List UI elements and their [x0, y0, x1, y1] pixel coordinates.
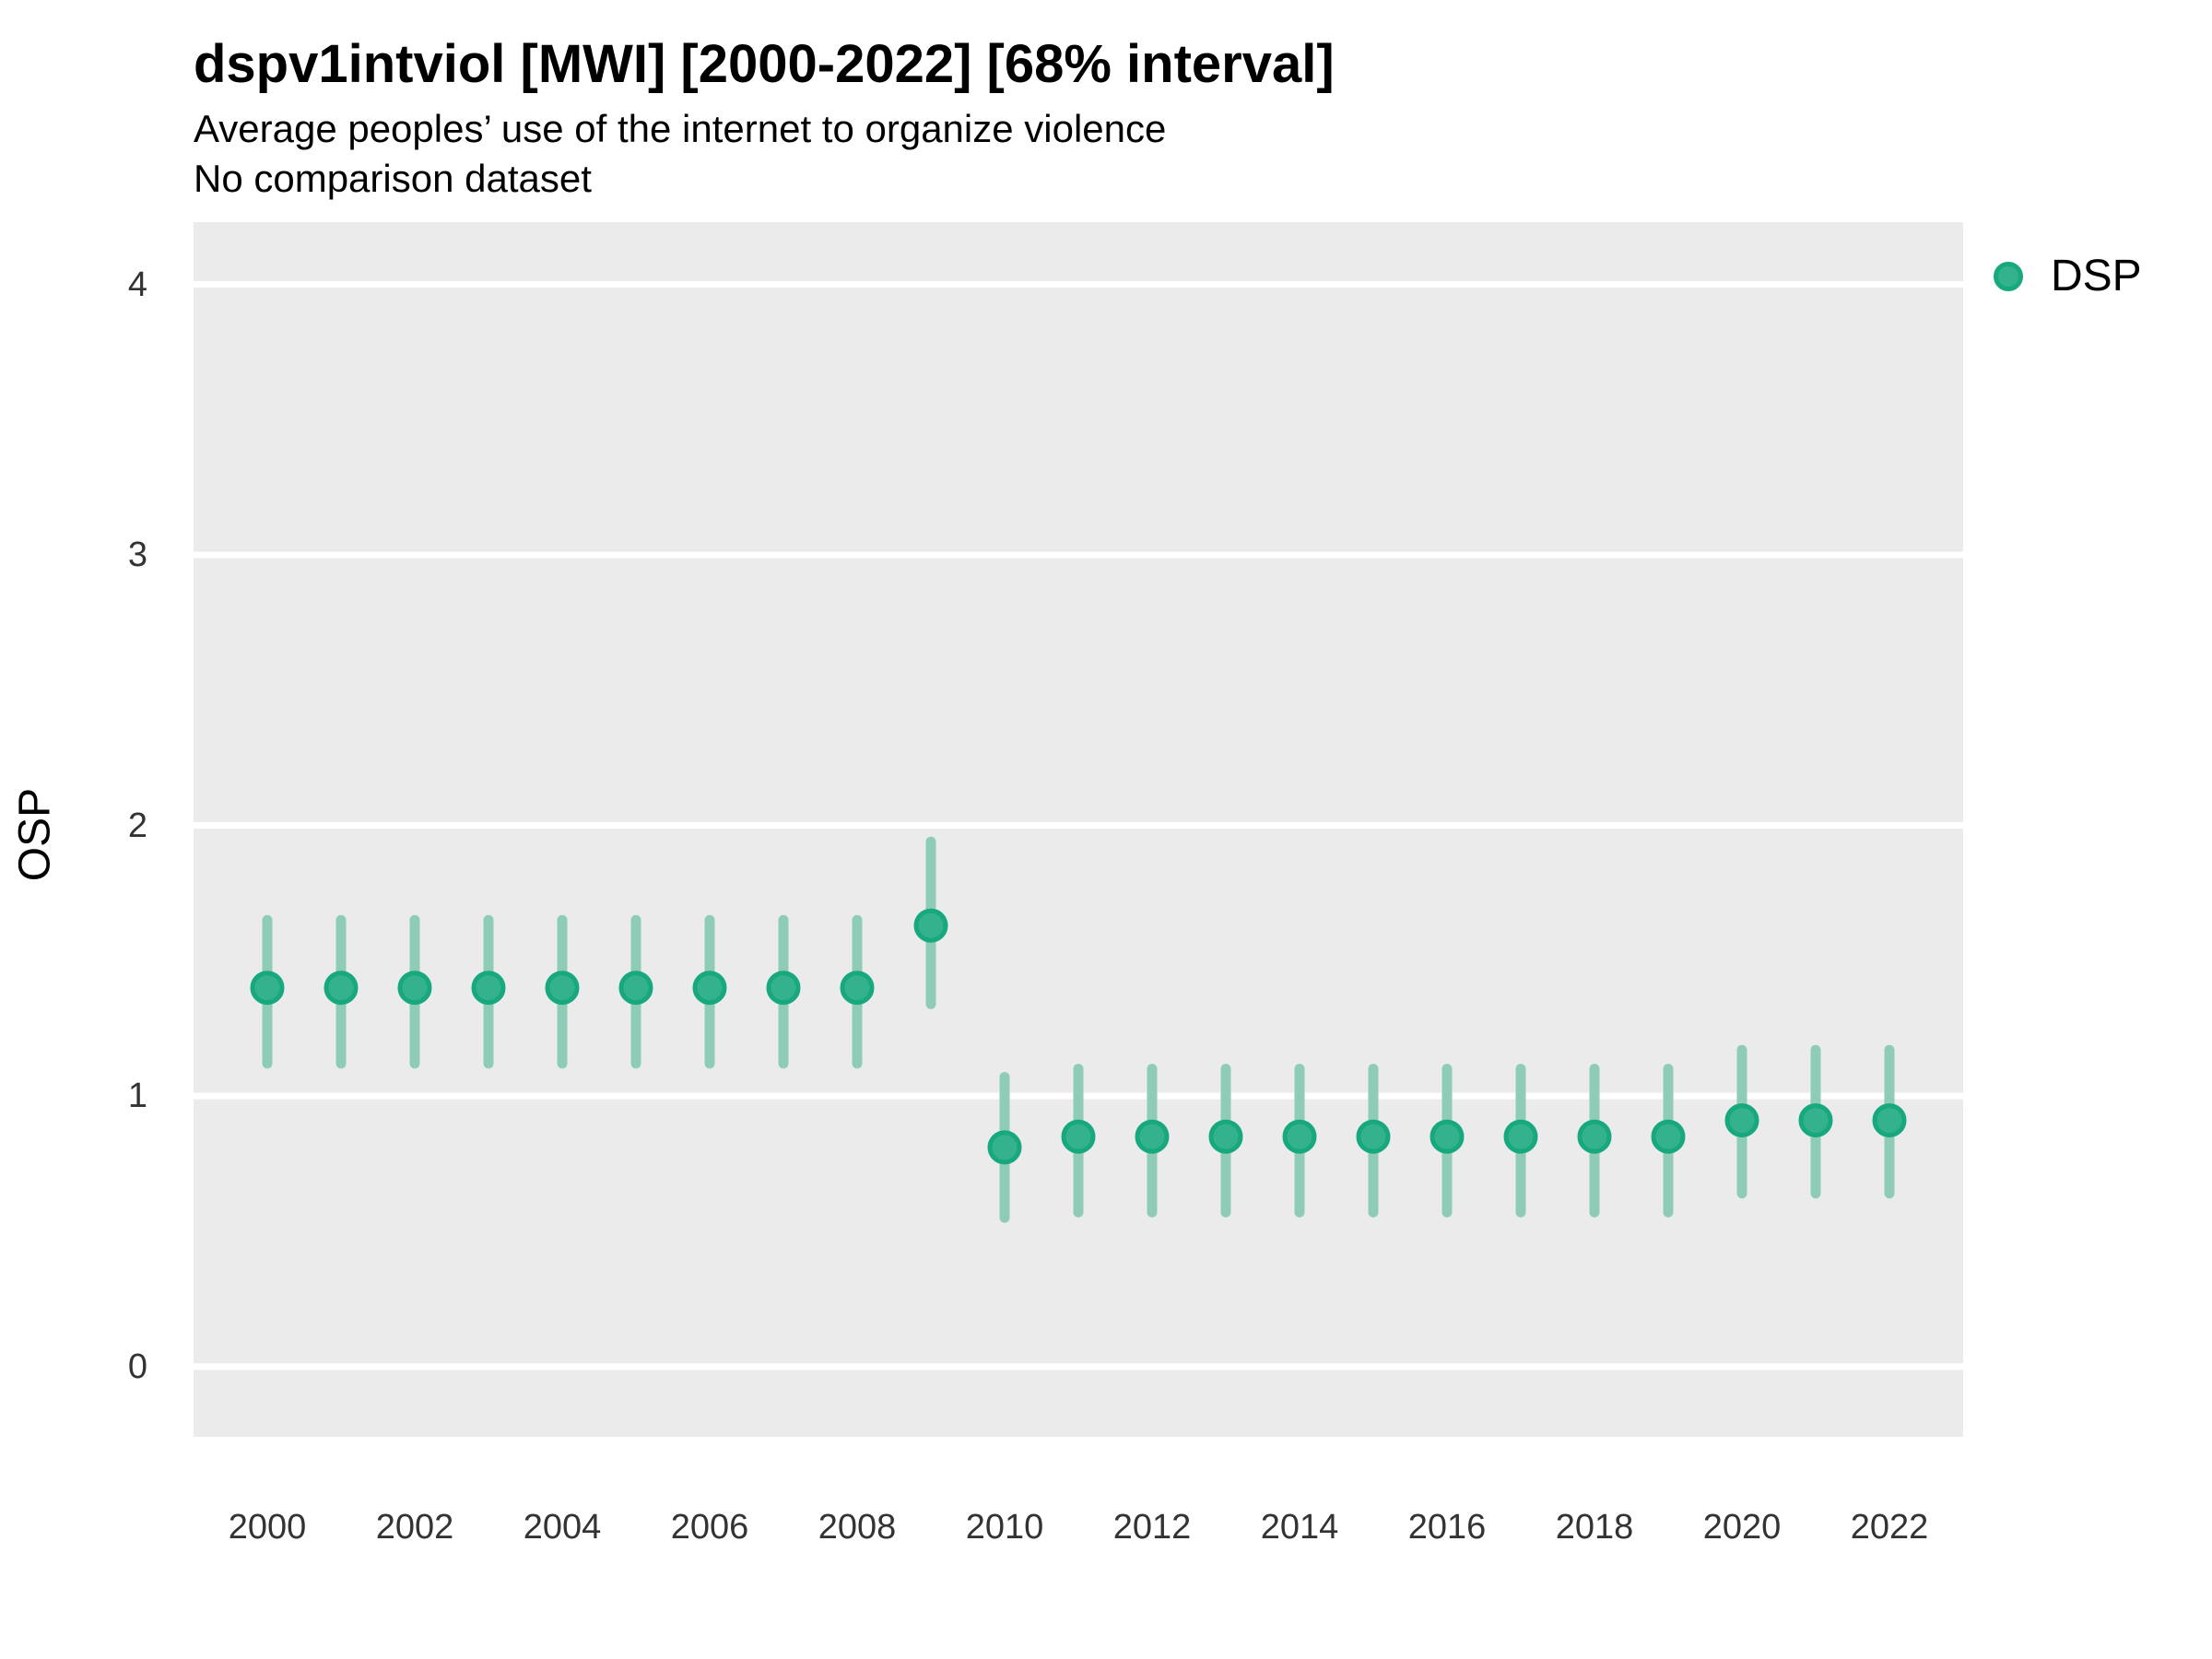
- data-point-2017: [1503, 1119, 1538, 1154]
- x-tick-label-2020: 2020: [1702, 1508, 1782, 1547]
- x-tick-label-2004: 2004: [523, 1508, 602, 1547]
- x-tick-label-2002: 2002: [375, 1508, 454, 1547]
- y-tick-label-3: 3: [127, 535, 147, 574]
- legend-circle-icon: [1994, 262, 2023, 291]
- x-tick-label-2014: 2014: [1260, 1508, 1339, 1547]
- data-point-2022: [1872, 1103, 1907, 1138]
- data-point-2013: [1208, 1119, 1243, 1154]
- data-point-2016: [1430, 1119, 1465, 1154]
- data-point-2015: [1356, 1119, 1391, 1154]
- x-tick-label-2022: 2022: [1850, 1508, 1929, 1547]
- chart-subtitle: Average peoples’ use of the internet to …: [194, 107, 1167, 150]
- legend-label: DSP: [2051, 252, 2142, 300]
- chart-canvas: [194, 281, 1963, 1371]
- data-point-2003: [471, 971, 506, 1006]
- data-point-2018: [1577, 1119, 1612, 1154]
- chart-note: No comparison dataset: [194, 157, 592, 200]
- data-point-2004: [545, 971, 580, 1006]
- data-point-2019: [1651, 1119, 1686, 1154]
- data-point-2012: [1135, 1119, 1170, 1154]
- data-point-2021: [1798, 1103, 1833, 1138]
- data-point-2011: [1061, 1119, 1096, 1154]
- data-point-2010: [987, 1130, 1022, 1165]
- data-point-2014: [1282, 1119, 1317, 1154]
- data-point-2000: [250, 971, 285, 1006]
- data-point-2006: [692, 971, 727, 1006]
- x-tick-label-2016: 2016: [1407, 1508, 1487, 1547]
- data-point-2002: [397, 971, 432, 1006]
- x-tick-label-2008: 2008: [818, 1508, 897, 1547]
- y-tick-label-0: 0: [127, 1347, 147, 1386]
- data-point-2007: [766, 971, 801, 1006]
- y-tick-label-2: 2: [127, 806, 147, 845]
- x-tick-label-2018: 2018: [1555, 1508, 1634, 1547]
- data-point-2005: [618, 971, 653, 1006]
- x-tick-label-2010: 2010: [965, 1508, 1044, 1547]
- plot-panel: [194, 222, 1963, 1437]
- y-tick-label-4: 4: [127, 265, 147, 304]
- data-point-2001: [324, 971, 359, 1006]
- legend: DSP: [1994, 254, 2142, 299]
- chart-title: dspv1intviol [MWI] [2000-2022] [68% inte…: [194, 34, 1335, 94]
- data-point-2008: [840, 971, 875, 1006]
- y-tick-label-1: 1: [127, 1077, 147, 1115]
- data-point-2020: [1724, 1103, 1759, 1138]
- x-tick-label-2012: 2012: [1112, 1508, 1192, 1547]
- x-tick-label-2000: 2000: [228, 1508, 307, 1547]
- x-tick-label-2006: 2006: [670, 1508, 749, 1547]
- data-point-2009: [913, 908, 948, 943]
